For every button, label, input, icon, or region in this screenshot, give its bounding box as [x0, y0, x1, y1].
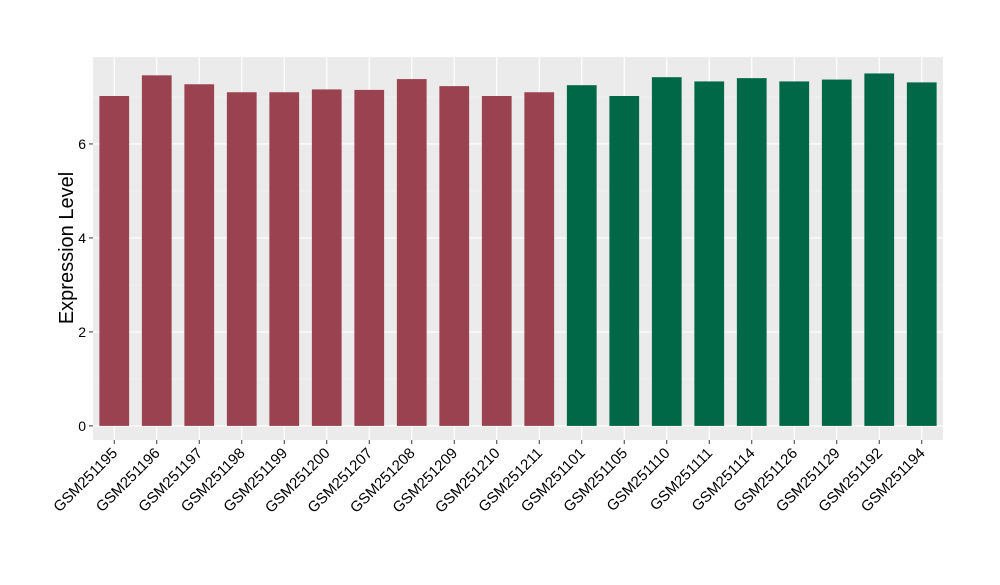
bar-GSM251192: [864, 73, 895, 426]
x-axis: GSM251195GSM251196GSM251197GSM251198GSM2…: [50, 440, 929, 516]
bar-GSM251209: [439, 86, 470, 426]
bar-GSM251195: [99, 96, 130, 426]
y-axis-label: Expression Level: [56, 172, 78, 324]
bar-GSM251210: [481, 96, 512, 426]
plot-panel: [93, 57, 943, 440]
bar-GSM251211: [524, 92, 555, 426]
bar-GSM251196: [141, 75, 172, 426]
bar-GSM251207: [354, 89, 385, 426]
y-tick-label: 6: [78, 136, 86, 152]
y-tick-label: 4: [78, 230, 86, 246]
bar-GSM251101: [566, 85, 597, 426]
bar-GSM251110: [651, 77, 682, 426]
bar-GSM251126: [779, 81, 810, 426]
bar-GSM251200: [311, 89, 342, 426]
y-tick-label: 0: [78, 418, 86, 434]
bar-GSM251105: [609, 96, 640, 426]
bar-GSM251208: [396, 79, 427, 426]
y-axis: 0 2 4 6: [78, 136, 93, 434]
bar-GSM251199: [269, 92, 300, 426]
bar-GSM251198: [226, 92, 257, 426]
bar-GSM251194: [906, 82, 937, 426]
bar-GSM251197: [184, 84, 215, 426]
bar-GSM251129: [821, 79, 852, 426]
bar-GSM251114: [736, 78, 767, 426]
bars: [99, 73, 937, 426]
y-tick-label: 2: [78, 324, 86, 340]
bar-GSM251111: [694, 81, 725, 426]
